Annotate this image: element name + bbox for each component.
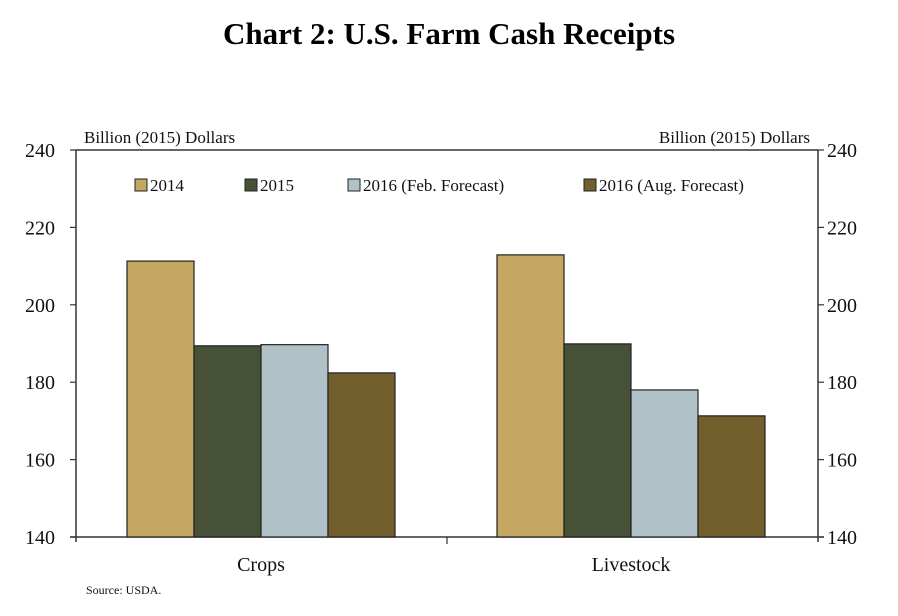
right-y-tick-label: 180 bbox=[827, 372, 857, 394]
right-y-tick-label: 160 bbox=[827, 450, 857, 472]
legend-swatch-3 bbox=[583, 178, 597, 192]
right-y-tick-label: 220 bbox=[827, 217, 857, 239]
left-y-tick-label: 180 bbox=[25, 372, 55, 394]
source-note: Source: USDA. bbox=[86, 583, 161, 597]
legend-label-0: 2014 bbox=[150, 176, 185, 195]
left-y-tick-label: 160 bbox=[25, 450, 55, 472]
right-y-tick-label: 200 bbox=[827, 295, 857, 317]
legend-swatch-1 bbox=[244, 178, 258, 192]
category-labels: Crops Livestock bbox=[237, 554, 670, 576]
bar-crops-2014 bbox=[126, 260, 195, 538]
bars bbox=[126, 254, 766, 538]
axes: 140 140 160 160 180 180 200 200 220 220 240 240 bbox=[25, 140, 857, 549]
left-y-tick-label: 200 bbox=[25, 295, 55, 317]
bar-crops-2016-feb-forecast bbox=[260, 344, 329, 538]
left-axis-unit-label: Billion (2015) Dollars bbox=[84, 128, 235, 147]
bar-livestock-2016-feb-forecast bbox=[630, 389, 699, 538]
bar-crops-2016-aug-forecast bbox=[327, 372, 396, 538]
category-label-crops: Crops bbox=[237, 554, 285, 576]
bar-crops-2015 bbox=[193, 345, 262, 538]
legend-label-2: 2016 (Feb. Forecast) bbox=[363, 176, 504, 195]
legend-label-3: 2016 (Aug. Forecast) bbox=[599, 176, 744, 195]
legend: 2014 2015 2016 (Feb. Forecast) 2016 (Aug. F… bbox=[134, 176, 744, 195]
category-label-livestock: Livestock bbox=[592, 554, 671, 576]
bar-livestock-2015 bbox=[563, 343, 632, 538]
left-y-tick-label: 220 bbox=[25, 217, 55, 239]
bar-livestock-2014 bbox=[496, 254, 565, 538]
chart-title: Chart 2: U.S. Farm Cash Receipts bbox=[223, 16, 675, 51]
legend-swatch-0 bbox=[134, 178, 148, 192]
left-y-tick-label: 140 bbox=[25, 527, 55, 549]
left-y-tick-label: 240 bbox=[25, 140, 55, 162]
right-y-tick-label: 140 bbox=[827, 527, 857, 549]
right-y-tick-label: 240 bbox=[827, 140, 857, 162]
right-axis-unit-label: Billion (2015) Dollars bbox=[659, 128, 810, 147]
bar-livestock-2016-aug-forecast bbox=[697, 415, 766, 538]
legend-swatch-2 bbox=[347, 178, 361, 192]
legend-label-1: 2015 bbox=[260, 176, 294, 195]
